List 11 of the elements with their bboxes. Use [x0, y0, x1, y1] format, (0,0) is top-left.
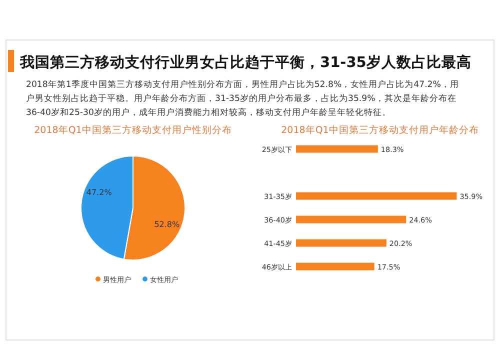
text: 我国第三方移动支付行业男女占比趋于平衡，31-35岁人数占比最高	[19, 53, 472, 71]
chart-title: 2018年Q1中国第三方移动支付用户性别分布	[34, 124, 232, 136]
bar	[296, 192, 457, 200]
data-label: 47.2%	[86, 188, 112, 198]
text: 2018年第1季度中国第三方移动支付用户性别分布方面，男性用户占比为52.8%，女性用户占比为47.2%，用户男女性别占比趋于平稳。用户年龄分布方面，31-35岁的用户分布最多，占比为35.9%，其次是年龄分布在36-40岁和25-30岁的用户，成年用户消费能力相对较高，移动支付用户年龄呈年轻化特征。	[26, 78, 460, 120]
bar	[296, 239, 386, 247]
chart-title: 2018年Q1中国第三方移动支付用户年龄分布	[281, 124, 479, 136]
data-label: 52.8%	[154, 220, 180, 229]
bar	[296, 145, 378, 153]
bar	[296, 262, 374, 270]
bar	[296, 216, 406, 224]
